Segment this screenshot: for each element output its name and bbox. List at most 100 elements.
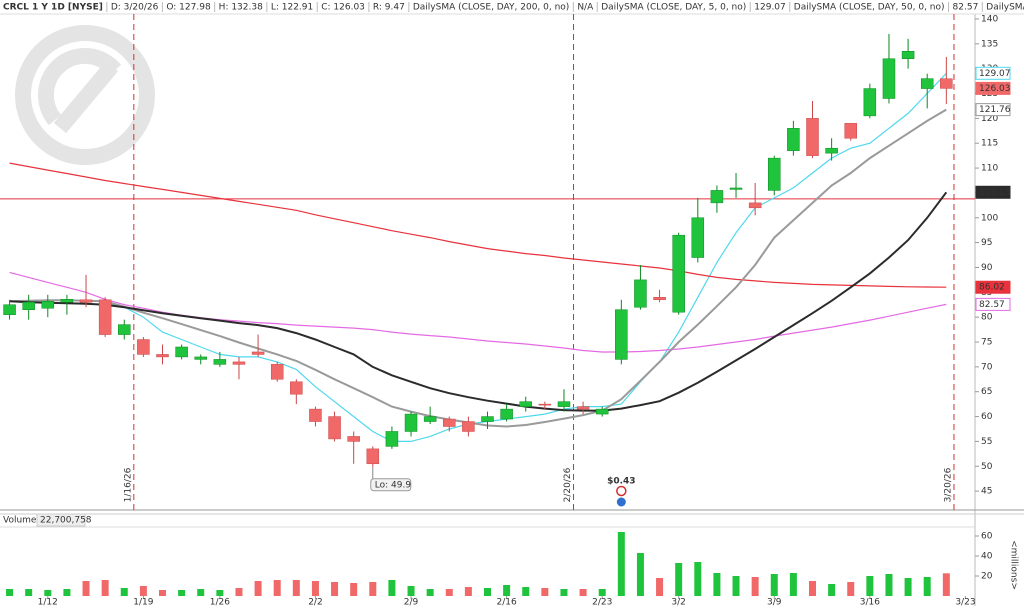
- y-tick-label: 60: [981, 412, 993, 422]
- value-box-label: 129.07: [979, 69, 1011, 79]
- annotation-label: Lo: 49.9: [375, 480, 412, 490]
- candle-body: [118, 324, 131, 335]
- volume-bar: [694, 562, 702, 596]
- candle-body: [825, 147, 838, 154]
- candle-body: [462, 421, 475, 432]
- value-box: [975, 185, 1011, 199]
- candle-body: [385, 431, 399, 447]
- volume-bar: [254, 581, 262, 596]
- y-tick-label: 100: [981, 213, 998, 223]
- candle-body: [691, 217, 705, 258]
- volume-bar: [273, 580, 281, 596]
- value-box-label: 121.76: [979, 105, 1011, 115]
- y-tick-label: 70: [981, 362, 993, 372]
- logo-arc: [37, 47, 122, 126]
- value-box-label: 82.57: [979, 300, 1005, 310]
- candle-body: [576, 406, 590, 410]
- y-tick-label: 110: [981, 164, 998, 174]
- volume-bar: [139, 586, 147, 596]
- volume-bar: [120, 588, 128, 596]
- x-tick-label: 1/12: [38, 598, 58, 606]
- candle-body: [251, 351, 265, 355]
- volume-bar: [942, 573, 950, 596]
- candle-body: [175, 346, 188, 358]
- candle-body: [500, 408, 513, 420]
- header-item: L: 122.91: [271, 3, 313, 13]
- value-box: [975, 297, 1011, 311]
- volume-bar: [178, 590, 186, 596]
- y-tick-label: 65: [981, 387, 992, 397]
- sma-line: [104, 72, 947, 442]
- candle-body: [901, 51, 915, 59]
- value-box: [975, 103, 1011, 117]
- value-box-label: 86.02: [979, 283, 1005, 293]
- volume-last-label: 22,700,758: [40, 516, 92, 526]
- candle-body: [519, 401, 532, 407]
- y-tick-label: 95: [981, 238, 992, 248]
- volume-bar: [407, 586, 415, 596]
- value-box-label: 105.13: [979, 188, 1011, 198]
- volume-bar: [636, 553, 644, 596]
- volume-bar: [560, 589, 568, 596]
- y-tick-label: 45: [981, 487, 992, 497]
- y-tick-label: 55: [981, 437, 992, 447]
- x-tick-label: 3/23: [955, 598, 975, 606]
- value-box: [975, 66, 1011, 80]
- y-tick-label: 40: [981, 552, 993, 562]
- volume-bar: [292, 580, 300, 596]
- volume-bar: [732, 576, 740, 596]
- candle-body: [290, 381, 303, 395]
- candle-body: [60, 299, 74, 303]
- volume-bar: [656, 578, 664, 596]
- y-tick-label: 120: [981, 114, 998, 124]
- candle-body: [806, 118, 819, 156]
- x-tick-label: 3/16: [860, 598, 880, 606]
- volume-bar: [923, 577, 931, 596]
- candle-body: [404, 413, 418, 432]
- x-tick-label: 2/9: [404, 598, 419, 606]
- candle-body: [634, 279, 647, 308]
- x-tick-label: 1/19: [133, 598, 153, 606]
- candle-body: [920, 78, 934, 89]
- header-item: O: 127.98: [166, 3, 211, 13]
- candle-body: [98, 299, 112, 335]
- y-tick-label: 20: [981, 572, 993, 582]
- candle-body: [232, 361, 246, 365]
- volume-bar: [522, 587, 530, 596]
- candle-body: [615, 309, 628, 360]
- volume-bar: [617, 532, 625, 596]
- volume-bar: [101, 580, 109, 596]
- study-name: DailySMA (CLOSE, DAY, 5, 0, no): [601, 3, 746, 13]
- candle-body: [79, 299, 93, 303]
- event-icon: [616, 497, 626, 507]
- candle-body: [863, 88, 877, 117]
- volume-bar: [541, 588, 549, 596]
- volume-bar: [235, 588, 243, 596]
- date-line-label: 2/20/26: [563, 467, 573, 502]
- volume-bar: [904, 578, 912, 596]
- candle-body: [557, 401, 571, 407]
- x-tick-label: 3/9: [767, 598, 782, 606]
- candle-body: [768, 157, 781, 191]
- volume-bar: [350, 583, 358, 596]
- sma-line: [9, 162, 947, 288]
- volume-bar: [197, 589, 205, 596]
- study-value: 129.07: [754, 3, 786, 13]
- event-icon: [616, 485, 627, 497]
- candle-body: [940, 78, 953, 89]
- volume-bar: [484, 588, 491, 596]
- volume-last-box: [36, 513, 86, 527]
- logo-slash: [53, 60, 119, 134]
- sma-line: [9, 108, 947, 428]
- candle-body: [328, 416, 341, 440]
- volume-bar: [25, 589, 33, 596]
- candle-body: [309, 408, 322, 422]
- logo-ring: [15, 25, 155, 165]
- value-box: [975, 280, 1011, 294]
- y-tick-label: 75: [981, 338, 992, 348]
- volume-bar: [675, 563, 683, 596]
- volume-bar: [828, 584, 836, 596]
- date-line-label: 3/20/26: [943, 467, 953, 502]
- logo-watermark: [15, 25, 155, 165]
